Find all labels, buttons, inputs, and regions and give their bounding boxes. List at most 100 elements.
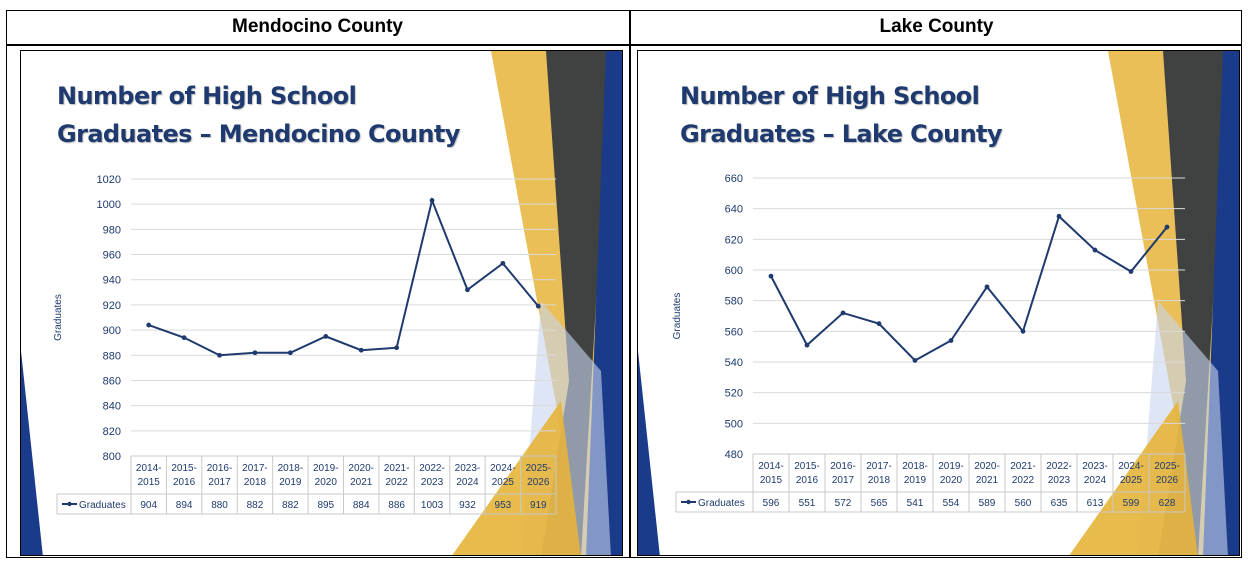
- data-point: [1020, 328, 1026, 334]
- x-tick-label: 2018: [868, 475, 891, 486]
- y-tick-label: 540: [725, 357, 743, 369]
- data-table-value: 882: [282, 500, 299, 511]
- y-tick-label: 940: [103, 275, 121, 287]
- y-tick-label: 920: [103, 300, 121, 312]
- y-tick-label: 660: [725, 173, 743, 185]
- lake-chart-title: Number of High School Graduates – Lake C…: [680, 77, 1110, 153]
- x-tick-label: 2016: [796, 475, 819, 486]
- x-tick-label: 2022-: [419, 463, 445, 474]
- data-point: [287, 350, 293, 356]
- data-table-value: 904: [140, 500, 157, 511]
- mendocino-chart-title: Number of High School Graduates – Mendoc…: [57, 77, 487, 153]
- data-point: [984, 284, 990, 290]
- y-tick-label: 880: [103, 350, 121, 362]
- legend-marker: [67, 501, 72, 507]
- x-tick-label: 2020: [315, 477, 338, 488]
- header-lake: Lake County: [879, 16, 994, 37]
- data-point: [768, 273, 774, 279]
- y-tick-label: 580: [725, 296, 743, 308]
- mendocino-title-line2: Graduates – Mendocino County: [57, 120, 460, 148]
- series-line-graduates: [770, 214, 1168, 362]
- data-table-value: 572: [835, 498, 852, 509]
- x-tick-label: 2024: [1084, 475, 1107, 486]
- y-tick-label: 560: [725, 326, 743, 338]
- mendocino-chart-svg: 800 820 840 860 880 900 920 940 960 980 1000 1020 Gr…: [21, 51, 622, 555]
- legend-label: Graduates: [79, 500, 126, 511]
- data-table-value: 628: [1159, 498, 1176, 509]
- y-tick-label: 620: [725, 234, 743, 246]
- x-tick-label: 2015-: [171, 463, 197, 474]
- decor-left-navy: [638, 351, 660, 555]
- data-point: [876, 321, 882, 327]
- data-point: [840, 310, 846, 316]
- data-point: [429, 198, 435, 203]
- y-axis-label: Graduates: [53, 294, 64, 341]
- y-tick-label: 820: [103, 426, 121, 438]
- mendocino-title-line1: Number of High School: [57, 82, 357, 110]
- x-tick-label: 2022: [386, 477, 409, 488]
- x-tick-label: 2021-: [384, 463, 410, 474]
- data-table-value: 886: [388, 500, 405, 511]
- x-tick-label: 2019: [279, 477, 302, 488]
- x-tick-label: 2016: [173, 477, 196, 488]
- y-tick-label: 840: [103, 401, 121, 413]
- x-tick-label: 2022-: [1046, 461, 1072, 472]
- y-tick-label: 520: [725, 388, 743, 400]
- x-tick-label: 2018-: [902, 461, 928, 472]
- data-point: [217, 352, 222, 358]
- x-tick-label: 2015: [138, 477, 161, 488]
- x-tick-label: 2024-: [1118, 461, 1144, 472]
- x-tick-label: 2015: [760, 475, 783, 486]
- data-point: [323, 333, 329, 339]
- legend-marker: [686, 499, 691, 505]
- data-point: [1092, 247, 1098, 253]
- x-tick-label: 2021-: [1010, 461, 1036, 472]
- y-tick-label: 1000: [97, 199, 121, 211]
- y-tick-label: 800: [103, 451, 121, 463]
- column-divider: [629, 10, 631, 558]
- data-table-value: 919: [530, 500, 547, 511]
- lake-chart-svg: 480 500 520 540 560 580 600 620 640 660 Graduates 2…: [638, 51, 1239, 555]
- lake-chart-slide: 480 500 520 540 560 580 600 620 640 660 Graduates 2…: [637, 50, 1240, 556]
- data-table-value: 953: [495, 500, 512, 511]
- x-tick-label: 2020-: [348, 463, 374, 474]
- x-tick-label: 2018: [244, 477, 267, 488]
- data-table-value: 635: [1051, 498, 1068, 509]
- y-tick-label: 480: [725, 449, 743, 461]
- series-line-graduates: [148, 197, 540, 357]
- data-point: [500, 260, 506, 266]
- header-mendocino: Mendocino County: [232, 16, 403, 37]
- data-point: [181, 335, 187, 341]
- x-tick-label: 2016-: [207, 463, 233, 474]
- x-tick-label: 2024-: [490, 463, 516, 474]
- x-tick-label: 2020: [940, 475, 963, 486]
- data-point: [358, 347, 364, 353]
- data-table-value: 560: [1015, 498, 1032, 509]
- data-point: [1164, 224, 1170, 230]
- x-tick-label: 2015-: [794, 461, 820, 472]
- y-axis-label: Graduates: [672, 293, 683, 340]
- table-border: [6, 10, 1242, 558]
- x-tick-label: 2014-: [758, 461, 784, 472]
- x-tick-label: 2025: [1120, 475, 1143, 486]
- y-tick-label: 980: [103, 224, 121, 236]
- data-table-value: 599: [1123, 498, 1140, 509]
- x-tick-label: 2026: [527, 477, 550, 488]
- data-table-value: 551: [799, 498, 816, 509]
- data-table-value: 880: [211, 500, 228, 511]
- data-table-value: 882: [247, 500, 264, 511]
- x-tick-label: 2023: [421, 477, 444, 488]
- y-tick-label: 600: [725, 265, 743, 277]
- data-table-value: 541: [907, 498, 924, 509]
- decor-gold-corner: [1069, 401, 1198, 555]
- data-table-value: 1003: [421, 500, 444, 511]
- data-table-value: 554: [943, 498, 960, 509]
- data-table-value: 895: [317, 500, 334, 511]
- y-tick-label: 1020: [97, 174, 121, 186]
- x-tick-label: 2023-: [1082, 461, 1108, 472]
- y-tick-label: 960: [103, 250, 121, 262]
- data-point: [1056, 213, 1062, 219]
- x-tick-label: 2018-: [278, 463, 304, 474]
- decor-left-navy: [21, 351, 43, 555]
